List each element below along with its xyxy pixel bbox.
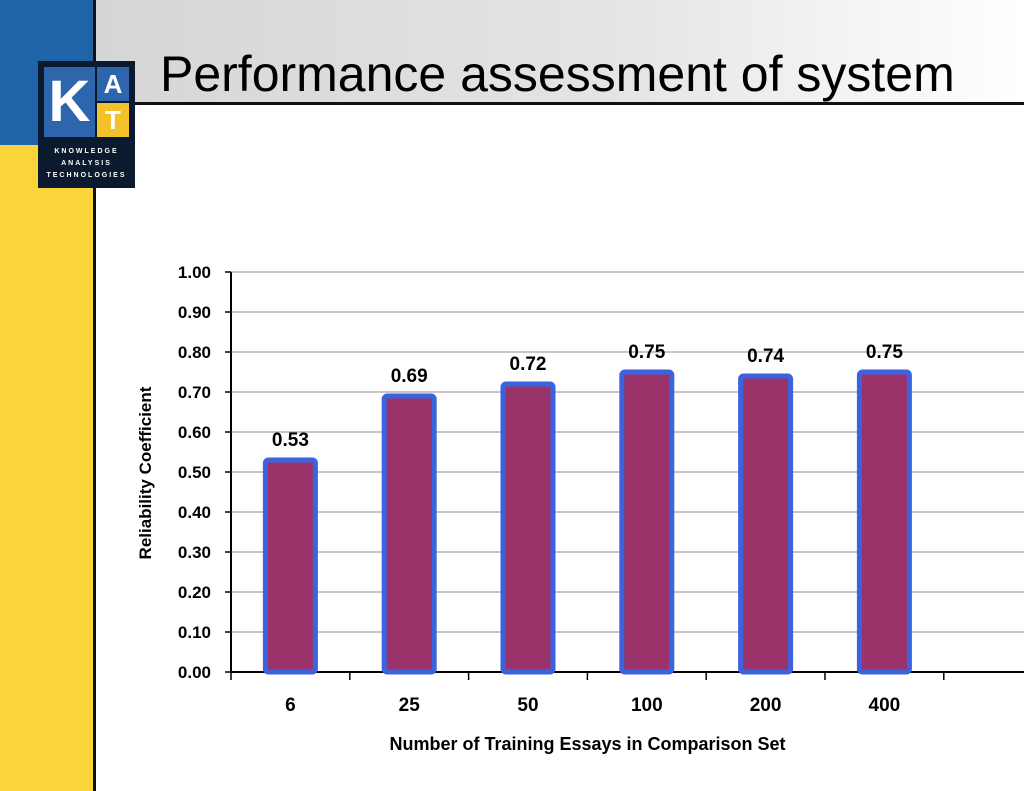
bar-25 xyxy=(381,393,437,675)
left-divider xyxy=(93,0,96,791)
bar-50 xyxy=(500,381,556,675)
y-tick-label: 0.80 xyxy=(178,343,211,362)
bar-100 xyxy=(619,369,675,675)
y-tick-label: 1.00 xyxy=(178,263,211,282)
data-label: 0.72 xyxy=(510,354,547,375)
x-tick-label: 400 xyxy=(869,695,901,716)
x-axis-title: Number of Training Essays in Comparison … xyxy=(389,734,785,754)
logo-tagline-1: KNOWLEDGE xyxy=(54,148,119,155)
logo-t-letter: T xyxy=(105,105,121,135)
x-tick-label: 6 xyxy=(285,695,296,716)
y-tick-label: 0.10 xyxy=(178,623,211,642)
y-tick-label: 0.90 xyxy=(178,303,211,322)
y-tick-label: 0.50 xyxy=(178,463,211,482)
x-tick-label: 100 xyxy=(631,695,663,716)
bar-400 xyxy=(856,369,912,675)
logo-a-tile: A xyxy=(97,67,129,101)
data-label: 0.74 xyxy=(747,346,784,367)
y-tick-label: 0.40 xyxy=(178,503,211,522)
logo-k-letter: K xyxy=(48,69,91,134)
header-divider xyxy=(96,102,1024,105)
data-label: 0.75 xyxy=(866,342,903,363)
page-title: Performance assessment of system xyxy=(160,46,955,102)
bar-200 xyxy=(738,373,794,675)
y-tick-label: 0.30 xyxy=(178,543,211,562)
y-tick-label: 0.70 xyxy=(178,383,211,402)
x-tick-label: 200 xyxy=(750,695,782,716)
y-tick-label: 0.20 xyxy=(178,583,211,602)
logo-a-letter: A xyxy=(103,69,123,99)
logo-tagline-3: TECHNOLOGIES xyxy=(46,172,127,179)
company-logo: K A T KNOWLEDGE ANALYSIS TECHNOLOGIES xyxy=(38,61,135,188)
y-axis-title: Reliability Coefficient xyxy=(136,386,155,559)
x-tick-label: 25 xyxy=(399,695,421,716)
logo-t-tile: T xyxy=(97,103,129,137)
y-tick-label: 0.00 xyxy=(178,663,211,682)
data-label: 0.75 xyxy=(628,342,665,363)
logo-k-tile: K xyxy=(44,67,95,137)
x-tick-label: 50 xyxy=(517,695,538,716)
data-label: 0.53 xyxy=(272,430,309,451)
bar-6 xyxy=(262,457,318,675)
data-label: 0.69 xyxy=(391,366,428,387)
y-tick-label: 0.60 xyxy=(178,423,211,442)
header-band xyxy=(96,0,1024,102)
logo-tagline-2: ANALYSIS xyxy=(61,160,112,167)
